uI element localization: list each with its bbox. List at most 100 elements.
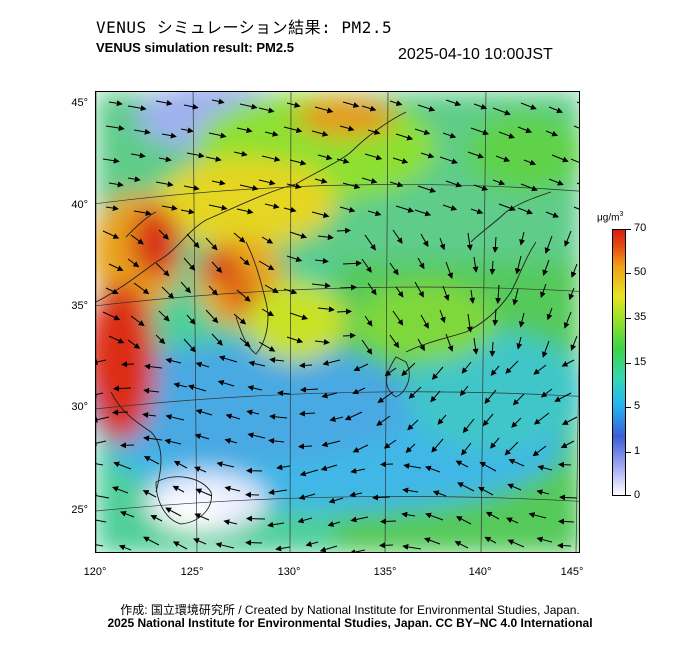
wind-vector-arrow bbox=[402, 487, 419, 494]
wind-vector-arrow bbox=[276, 464, 291, 471]
wind-vector-arrow bbox=[405, 443, 416, 453]
wind-vector-arrow bbox=[165, 357, 182, 364]
wind-vector-arrow bbox=[576, 101, 579, 104]
wind-vector-arrow bbox=[459, 385, 469, 397]
wind-vector-arrow bbox=[336, 227, 351, 234]
lon-label-135: 135° bbox=[373, 566, 397, 578]
colorbar-tick bbox=[626, 318, 631, 319]
wind-vector-arrow bbox=[183, 103, 199, 110]
wind-vector-arrow bbox=[173, 460, 188, 469]
wind-vector-arrow bbox=[364, 234, 376, 251]
page-title-japanese: VENUS シミュレーション結果: PM2.5 bbox=[96, 18, 393, 37]
wind-vector-arrow bbox=[239, 337, 251, 348]
wind-vector-arrow bbox=[264, 130, 279, 137]
wind-vector-arrow bbox=[514, 255, 522, 275]
colorbar-label-35: 35 bbox=[634, 311, 647, 323]
wind-vector-arrow bbox=[217, 379, 235, 387]
wind-vector-arrow bbox=[395, 205, 415, 213]
wind-vector-arrow bbox=[269, 357, 285, 364]
wind-vector-arrow bbox=[392, 229, 403, 244]
wind-vector-arrow bbox=[158, 310, 170, 322]
wind-vector-arrow bbox=[268, 489, 288, 495]
wind-vector-arrow bbox=[96, 391, 104, 398]
wind-vector-arrow bbox=[233, 150, 248, 157]
lon-label-130: 130° bbox=[277, 566, 301, 578]
wind-vector-arrow bbox=[133, 210, 152, 217]
wind-vector-arrow bbox=[414, 128, 431, 135]
wind-vector-arrow bbox=[155, 262, 170, 277]
wind-vector-arrow bbox=[261, 236, 274, 244]
wind-vector-arrow bbox=[395, 286, 404, 298]
wind-vector-arrow bbox=[568, 287, 575, 301]
wind-vector-arrow bbox=[224, 438, 238, 444]
wind-vector-arrow bbox=[299, 362, 313, 369]
wind-vector-arrow bbox=[485, 511, 500, 520]
wind-vector-arrow bbox=[133, 282, 150, 295]
wind-vectors bbox=[96, 98, 579, 552]
wind-vector-arrow bbox=[420, 152, 435, 159]
lat-label-30: 30° bbox=[71, 401, 88, 413]
wind-vector-arrow bbox=[311, 211, 330, 219]
wind-vector-arrow bbox=[540, 388, 553, 398]
wind-vector-arrow bbox=[286, 102, 301, 108]
wind-vector-arrow bbox=[376, 415, 391, 426]
wind-vector-arrow bbox=[322, 359, 341, 366]
wind-vector-arrow bbox=[130, 315, 145, 327]
wind-vector-arrow bbox=[112, 409, 129, 416]
wind-vector-arrow bbox=[473, 103, 488, 110]
wind-vector-arrow bbox=[364, 153, 383, 161]
wind-vector-arrow bbox=[492, 107, 511, 116]
wind-vector-arrow bbox=[155, 100, 173, 106]
wind-vector-arrow bbox=[144, 363, 163, 370]
wind-vector-arrow bbox=[96, 544, 104, 547]
wind-vector-arrow bbox=[402, 543, 422, 550]
wind-vector-arrow bbox=[508, 458, 525, 467]
wind-vector-arrow bbox=[545, 130, 559, 137]
wind-vector-arrow bbox=[239, 184, 259, 191]
wind-vector-arrow bbox=[194, 513, 210, 521]
wind-vector-arrow bbox=[286, 336, 304, 344]
wind-vector-arrow bbox=[96, 519, 107, 523]
wind-vector-arrow bbox=[512, 393, 525, 406]
wind-vector-arrow bbox=[528, 512, 547, 519]
wind-vector-arrow bbox=[261, 308, 275, 317]
wind-vector-arrow bbox=[353, 363, 369, 371]
wind-vector-arrow bbox=[299, 469, 319, 477]
wind-vector-arrow bbox=[492, 308, 499, 326]
wind-vector-arrow bbox=[408, 386, 422, 399]
wind-vector-arrow bbox=[314, 257, 329, 264]
wind-vector-arrow bbox=[573, 206, 579, 210]
wind-vector-arrow bbox=[352, 444, 369, 453]
wind-vector-arrow bbox=[570, 158, 579, 163]
wind-vector-arrow bbox=[205, 156, 222, 163]
wind-vector-arrow bbox=[495, 155, 511, 162]
wind-vector-arrow bbox=[542, 340, 550, 358]
wind-vector-arrow bbox=[113, 461, 132, 470]
wind-vector-arrow bbox=[339, 206, 356, 213]
wind-vector-arrow bbox=[225, 413, 241, 420]
wind-vector-arrow bbox=[118, 544, 132, 551]
wind-vector-arrow bbox=[517, 126, 533, 134]
wind-vector-arrow bbox=[193, 538, 207, 545]
wind-vector-arrow bbox=[102, 157, 120, 164]
wind-vector-arrow bbox=[108, 100, 123, 107]
wind-vector-arrow bbox=[267, 521, 285, 528]
colorbar-label-5: 5 bbox=[634, 400, 641, 412]
wind-vector-arrow bbox=[455, 516, 472, 525]
wind-vector-arrow bbox=[317, 234, 334, 241]
wind-vector-arrow bbox=[161, 132, 177, 139]
wind-vector-arrow bbox=[532, 445, 547, 457]
wind-vector-arrow bbox=[105, 287, 119, 295]
wind-vector-arrow bbox=[437, 414, 447, 425]
wind-vector-arrow bbox=[544, 235, 553, 254]
graticule bbox=[96, 92, 579, 552]
wind-vector-arrow bbox=[321, 392, 338, 399]
wind-vector-arrow bbox=[183, 184, 200, 191]
wind-vector-arrow bbox=[542, 259, 550, 276]
wind-vector-arrow bbox=[143, 387, 160, 394]
lon-label-145: 145° bbox=[560, 566, 584, 578]
wind-vector-arrow bbox=[461, 442, 472, 456]
wind-vector-arrow bbox=[258, 179, 276, 186]
wind-vector-arrow bbox=[164, 438, 182, 445]
wind-vector-arrow bbox=[299, 410, 316, 417]
